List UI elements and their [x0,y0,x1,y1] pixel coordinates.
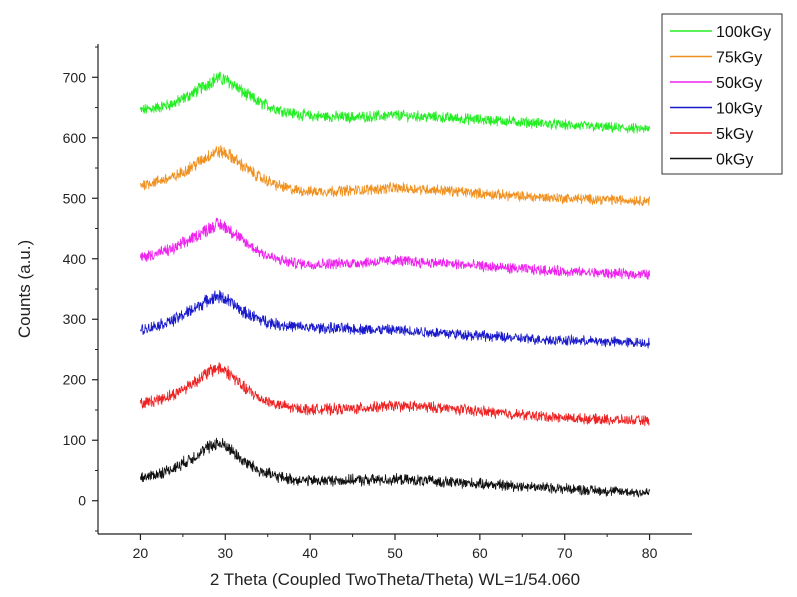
y-tick-label: 700 [63,69,87,85]
x-axis-title: 2 Theta (Coupled TwoTheta/Theta) WL=1/54… [210,570,580,589]
series-line-50kGy [140,217,650,280]
y-tick-label: 100 [63,432,87,448]
legend-label: 0kGy [716,152,753,169]
series-line-5kGy [140,362,650,427]
x-tick-label: 20 [133,545,149,561]
y-tick-label: 600 [63,130,87,146]
x-tick-label: 30 [217,545,233,561]
y-tick-label: 300 [63,311,87,327]
series-layer [140,71,650,498]
y-tick-label: 500 [63,190,87,206]
x-tick-label: 70 [557,545,573,561]
series-line-0kGy [140,437,650,498]
legend-label: 75kGy [716,50,762,67]
axes-layer [97,44,692,535]
legend-label: 10kGy [716,101,762,118]
y-tick-label: 0 [78,493,86,509]
series-line-10kGy [140,290,650,349]
series-line-75kGy [140,145,650,207]
y-axis-title: Counts (a.u.) [15,240,34,338]
x-ticks: 20 30 40 50 60 70 80 [133,534,658,561]
legend-label: 100kGy [716,24,771,41]
y-ticks: 0 100 200 300 400 500 600 700 [63,46,98,532]
legend: 100kGy 75kGy 50kGy 10kGy 5kGy 0kGy [661,13,783,175]
legend-label: 5kGy [716,126,753,143]
legend-box [661,13,783,175]
legend-label: 50kGy [716,75,762,92]
y-tick-label: 400 [63,251,87,267]
x-tick-label: 40 [302,545,318,561]
x-tick-label: 60 [472,545,488,561]
x-tick-label: 50 [387,545,403,561]
y-tick-label: 200 [63,372,87,388]
series-line-100kGy [140,71,650,134]
x-tick-label: 80 [642,545,658,561]
